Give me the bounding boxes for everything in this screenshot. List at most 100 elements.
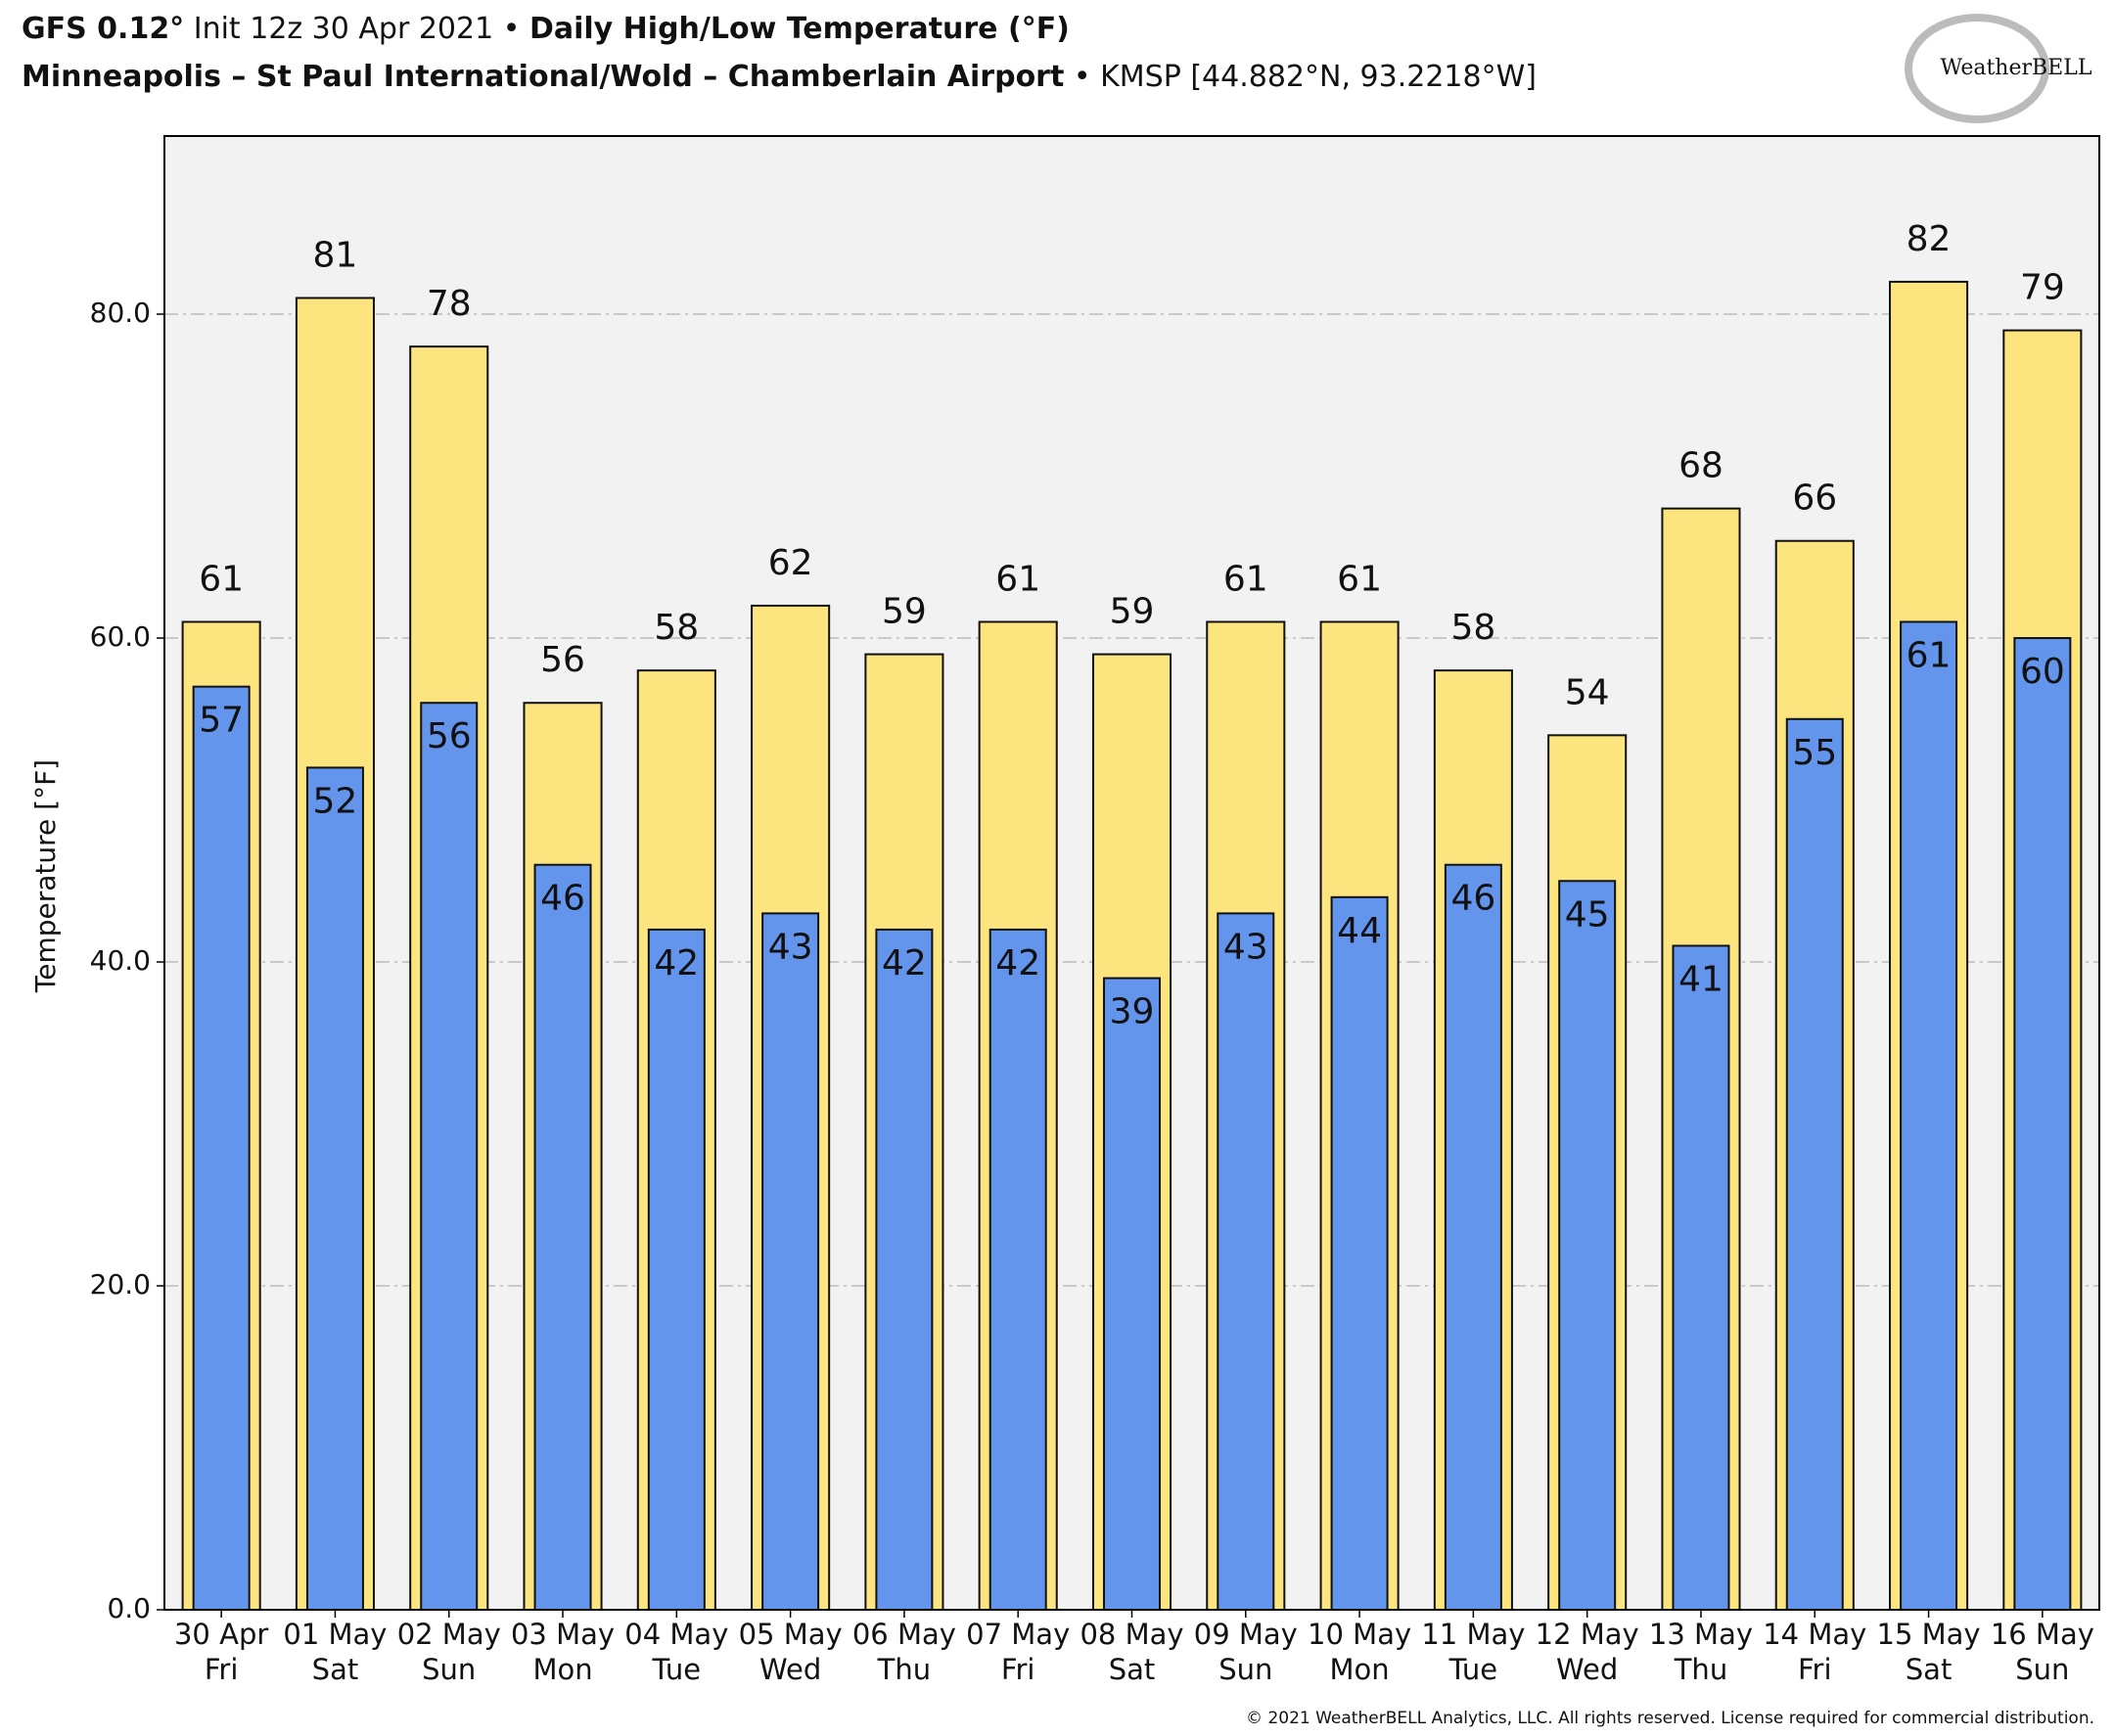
low-label: 46 (1450, 879, 1495, 919)
x-tick-label: 07 May (966, 1618, 1070, 1651)
x-tick-label: 13 May (1649, 1618, 1753, 1651)
high-label: 58 (1450, 608, 1495, 648)
low-label: 44 (1337, 911, 1382, 951)
x-tick-label: 06 May (852, 1618, 956, 1651)
x-tick-weekday: Sat (1109, 1653, 1156, 1686)
low-bar (1785, 717, 1844, 1611)
x-tick-weekday: Sat (312, 1653, 359, 1686)
low-bar (305, 766, 364, 1611)
low-bar (1444, 863, 1502, 1611)
low-bar (1217, 912, 1275, 1611)
low-bar (192, 685, 251, 1611)
low-label: 61 (1907, 635, 1952, 675)
y-tick-label: 60.0 (90, 620, 151, 653)
high-label: 61 (995, 559, 1040, 599)
x-tick-weekday: Wed (1556, 1653, 1618, 1686)
x-tick-weekday: Thu (877, 1653, 931, 1686)
x-tick-weekday: Mon (532, 1653, 592, 1686)
x-tick-weekday: Fri (205, 1653, 239, 1686)
x-tick-label: 03 May (511, 1618, 615, 1651)
logo-swirl (1905, 14, 2049, 123)
x-tick-label: 09 May (1194, 1618, 1298, 1651)
high-label: 58 (654, 608, 699, 648)
y-tick-label: 0.0 (107, 1592, 151, 1624)
x-tick-label: 02 May (397, 1618, 501, 1651)
x-tick-weekday: Thu (1674, 1653, 1727, 1686)
low-label: 57 (199, 701, 244, 741)
high-label: 62 (768, 543, 813, 583)
subtitle-station: Minneapolis – St Paul International/Wold… (22, 60, 1064, 94)
low-bar (647, 928, 706, 1611)
high-label: 66 (1792, 479, 1837, 519)
copyright: © 2021 WeatherBELL Analytics, LLC. All r… (1246, 1709, 2094, 1728)
high-label: 78 (427, 284, 472, 324)
low-label: 42 (654, 943, 699, 983)
y-tick-label: 40.0 (90, 944, 151, 977)
x-tick-label: 10 May (1308, 1618, 1411, 1651)
x-tick-label: 15 May (1877, 1618, 1981, 1651)
subtitle-code: • KMSP [44.882°N, 93.2218°W] (1074, 60, 1537, 94)
high-label: 79 (2020, 268, 2065, 308)
logo: WeatherBELL (1941, 56, 2092, 80)
low-label: 43 (768, 927, 813, 967)
low-label: 45 (1565, 894, 1610, 935)
low-label: 43 (1223, 927, 1268, 967)
low-bar (1103, 977, 1161, 1611)
x-tick-weekday: Tue (652, 1653, 702, 1686)
low-bar (420, 702, 479, 1611)
low-label: 39 (1110, 992, 1155, 1032)
low-label: 60 (2020, 652, 2065, 692)
x-tick-weekday: Sun (422, 1653, 476, 1686)
low-bar (875, 928, 934, 1611)
high-label: 59 (1110, 592, 1155, 632)
y-axis-label: Temperature [°F] (29, 759, 62, 993)
x-tick-label: 04 May (624, 1618, 728, 1651)
x-tick-weekday: Wed (759, 1653, 821, 1686)
low-label: 41 (1678, 959, 1723, 999)
x-tick-label: 14 May (1763, 1618, 1866, 1651)
high-label: 61 (1337, 559, 1382, 599)
low-bar (1330, 895, 1389, 1611)
low-bar (2013, 637, 2072, 1611)
title: GFS 0.12° Init 12z 30 Apr 2021 • Daily H… (22, 12, 1070, 46)
x-tick-label: 12 May (1536, 1618, 1639, 1651)
x-tick-weekday: Sun (1218, 1653, 1272, 1686)
y-tick-label: 80.0 (90, 297, 151, 329)
low-bar (761, 912, 820, 1611)
x-tick-label: 11 May (1421, 1618, 1525, 1651)
high-label: 61 (1223, 559, 1268, 599)
x-tick-weekday: Tue (1448, 1653, 1498, 1686)
x-tick-label: 01 May (283, 1618, 387, 1651)
x-tick-label: 05 May (739, 1618, 843, 1651)
high-label: 82 (1907, 219, 1952, 259)
x-tick-label: 08 May (1080, 1618, 1183, 1651)
low-bar (1900, 620, 1958, 1611)
high-label: 59 (882, 592, 927, 632)
high-label: 68 (1678, 446, 1723, 486)
high-label: 54 (1565, 672, 1610, 712)
x-tick-weekday: Fri (1798, 1653, 1832, 1686)
subtitle: Minneapolis – St Paul International/Wold… (22, 60, 1537, 94)
low-label: 46 (540, 879, 585, 919)
low-bar (988, 928, 1047, 1611)
y-tick-label: 20.0 (90, 1268, 151, 1301)
title-init: Init 12z 30 Apr 2021 • (194, 12, 521, 46)
low-bar (1672, 944, 1730, 1611)
plot-frame (163, 135, 2100, 1611)
low-label: 55 (1792, 733, 1837, 773)
low-bar (1558, 880, 1617, 1611)
low-label: 52 (313, 781, 358, 821)
low-bar (533, 863, 592, 1611)
x-tick-label: 30 Apr (174, 1618, 268, 1651)
x-tick-weekday: Fri (1001, 1653, 1035, 1686)
low-label: 42 (882, 943, 927, 983)
low-label: 56 (427, 716, 472, 756)
title-model: GFS 0.12° (22, 12, 184, 46)
high-label: 61 (199, 559, 244, 599)
title-product: Daily High/Low Temperature (°F) (529, 12, 1070, 46)
high-label: 56 (540, 640, 585, 680)
low-label: 42 (995, 943, 1040, 983)
x-tick-label: 16 May (1991, 1618, 2094, 1651)
x-tick-weekday: Sat (1906, 1653, 1953, 1686)
